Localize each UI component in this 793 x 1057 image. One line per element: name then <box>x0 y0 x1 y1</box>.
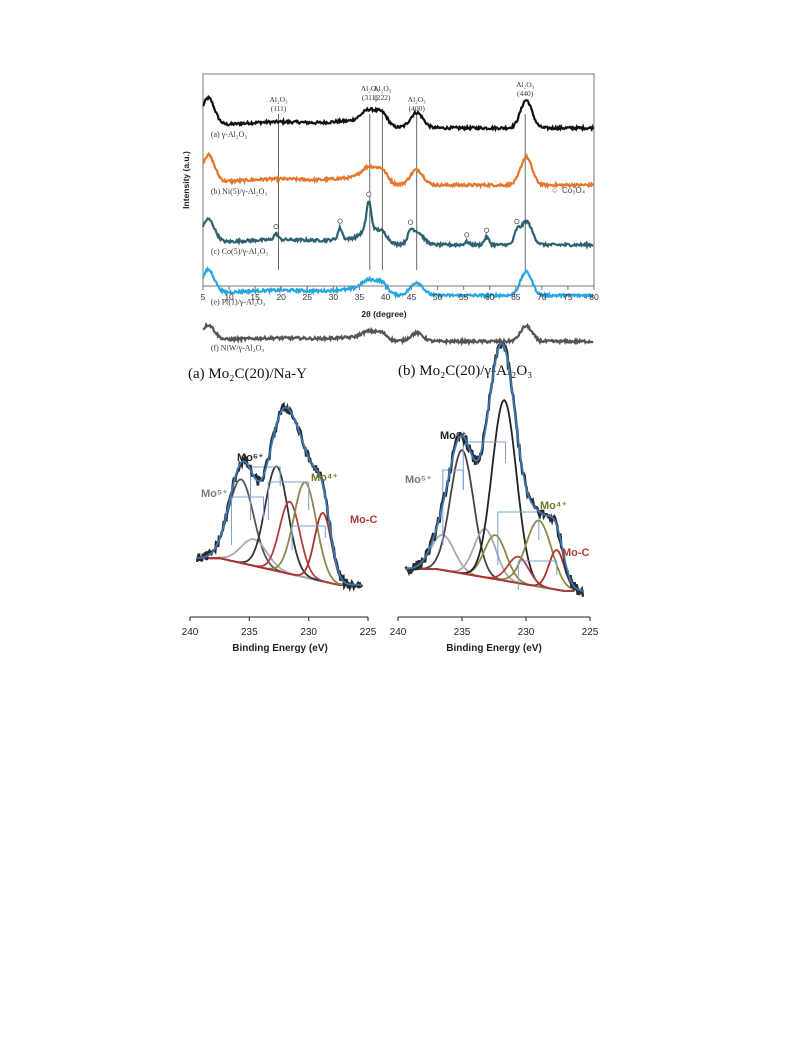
xrd-co3o4-markers <box>273 191 520 238</box>
xrd-x-axis-label: 2θ (degree) <box>361 309 406 319</box>
xrd-reference-lines <box>278 114 526 270</box>
xrd-series-label: (e) Pt(1)/γ-Al₂O₃ <box>211 297 266 306</box>
xrd-co3o4-marker <box>484 227 490 233</box>
xrd-x-tick-label: 10 <box>224 292 234 302</box>
xrd-co3o4-marker <box>366 191 372 197</box>
xps-a-x-axis-label: Binding Energy (eV) <box>232 643 328 654</box>
xps-label-mo: Mo⁵⁺ <box>405 474 432 486</box>
xps-x-tick-label: 240 <box>182 627 199 638</box>
xps-x-tick-label: 235 <box>241 627 258 638</box>
xps-a-component-labels: Mo⁶⁺ Mo⁵⁺ Mo⁴⁺ Mo-C <box>201 452 378 526</box>
xps-envelope-fit <box>197 406 363 586</box>
xrd-co3o4-marker <box>273 224 279 230</box>
xrd-x-tick-label: 30 <box>329 292 339 302</box>
xrd-x-tick-label: 75 <box>563 292 573 302</box>
xps-b-component-peaks <box>413 399 575 592</box>
xrd-x-tick-label: 55 <box>459 292 469 302</box>
xps-component-peak <box>204 538 354 586</box>
xps-label-mo-c: Mo-C <box>562 547 590 559</box>
xrd-x-tick-label: 65 <box>511 292 521 302</box>
xrd-reference-hkl: (311) <box>362 93 378 102</box>
xrd-series-label: (f) NiW/γ-Al₂O₃ <box>211 343 265 352</box>
xrd-x-tick-label: 40 <box>381 292 391 302</box>
xrd-x-tick-label: 25 <box>303 292 313 302</box>
xps-raw-data <box>404 342 585 597</box>
xrd-x-tick-label: 50 <box>433 292 443 302</box>
xps-a-component-peaks <box>204 465 354 586</box>
xps-x-tick-label: 230 <box>300 627 317 638</box>
xps-doublet-bracket <box>231 496 265 545</box>
xrd-series-label: (b) Ni(5)/γ-Al₂O₃ <box>211 187 268 196</box>
xrd-reference-hkl: (111) <box>271 104 287 113</box>
xps-x-tick-label: 230 <box>518 627 535 638</box>
xrd-y-axis-label: Intensity (a.u.) <box>181 151 191 209</box>
xps-b-x-axis-label: Binding Energy (eV) <box>446 643 542 654</box>
xps-a-x-ticks: 240 235 230 225 <box>182 617 377 638</box>
xrd-reference-labels: Al₂O₃(111)Al₂O₃(311)Al₂O₃(222) Al₂O₃(400)… <box>270 80 535 113</box>
xps-chart-a: (a) Mo₂C(20)/Na-Y Mo⁶⁺ Mo⁵⁺ Mo⁴⁺ Mo-C 240 23… <box>182 366 378 654</box>
xps-envelope-fit <box>405 342 584 592</box>
xrd-series-line-e-pt-1-al-o <box>201 265 595 300</box>
xps-label-mo: Mo⁶⁺ <box>237 452 264 464</box>
xrd-x-tick-label: 35 <box>355 292 365 302</box>
xrd-co3o4-marker <box>337 218 343 224</box>
xrd-series <box>201 94 595 347</box>
xrd-x-tick-label: 60 <box>485 292 495 302</box>
xps-b-x-ticks: 240 235 230 225 <box>390 617 599 638</box>
xrd-reference-hkl: (400) <box>409 104 426 113</box>
xrd-x-tick-label: 5 <box>201 292 206 302</box>
xrd-co3o4-marker <box>514 218 520 225</box>
xrd-series-line-a-al-o <box>202 94 595 133</box>
xps-x-tick-label: 240 <box>390 627 407 638</box>
xps-doublet-bracket <box>497 511 540 565</box>
xrd-reference-label: Al₂O₃ <box>270 95 289 104</box>
xrd-series-labels: (a) γ-Al₂O₃ (b) Ni(5)/γ-Al₂O₃ (c) Co(5)/γ-… <box>211 130 269 352</box>
xrd-marker-legend-label: Co₃O₄ <box>562 186 585 195</box>
xps-b-component-labels: Mo⁶⁺ Mo⁵⁺ Mo⁴⁺ Mo-C <box>405 430 590 559</box>
xps-doublet-bracket <box>267 481 310 520</box>
xrd-plot-frame <box>202 73 595 287</box>
xps-label-mo: Mo⁴⁺ <box>311 472 338 484</box>
xrd-reference-label: Al₂O₃ <box>408 95 427 104</box>
xrd-x-tick-label: 20 <box>276 292 286 302</box>
xrd-series-line-f-niw-al-o <box>202 321 594 347</box>
xrd-marker-legend-symbol: ○ <box>552 185 557 195</box>
xrd-reference-label: Al₂O₃ <box>361 84 380 93</box>
xrd-series-label: (c) Co(5)/γ-Al₂O₃ <box>211 247 269 256</box>
xrd-marker-legend: ○ Co₃O₄ <box>552 185 585 195</box>
xrd-x-tick-label: 80 <box>589 292 599 302</box>
xps-a-title: (a) Mo₂C(20)/Na-Y <box>188 366 307 382</box>
xrd-co3o4-marker <box>407 219 414 225</box>
xps-x-tick-label: 225 <box>582 627 599 638</box>
xrd-x-tick-label: 70 <box>537 292 547 302</box>
xrd-series-line-b-ni-5-al-o <box>202 151 595 190</box>
xrd-co3o4-marker <box>464 232 470 238</box>
xrd-series-label: (a) γ-Al₂O₃ <box>211 130 248 139</box>
xps-label-mo: Mo⁵⁺ <box>201 488 228 500</box>
xps-a-envelope <box>195 402 364 592</box>
xps-doublet-bracket <box>517 560 558 590</box>
xps-component-peak <box>413 549 575 589</box>
xps-chart-b: (b) Mo₂C(20)/γ-Al₂O₃ Mo⁶⁺ Mo⁵⁺ Mo⁴⁺ Mo-C 24… <box>390 342 599 654</box>
xrd-x-ticks: 5 10 15 20 25 30 35 40 45 50 55 60 65 70 75 80 <box>201 286 599 302</box>
xps-label-mo: Mo⁴⁺ <box>540 500 567 512</box>
xps-component-peak <box>204 511 354 586</box>
xps-label-mo: Mo⁶⁺ <box>440 430 467 442</box>
xps-doublet-bracket <box>291 525 326 550</box>
xrd-reference-label: Al₂O₃ <box>516 80 535 89</box>
xrd-x-tick-label: 45 <box>407 292 417 302</box>
xps-doublet-bracket <box>462 441 507 490</box>
xps-b-envelope <box>404 342 585 597</box>
xrd-series-line-c-co-5-al-o <box>201 200 594 250</box>
xps-x-tick-label: 235 <box>454 627 471 638</box>
xrd-reference-hkl: (440) <box>517 89 534 98</box>
xps-label-mo-c: Mo-C <box>350 514 378 526</box>
xrd-chart: Al₂O₃(111)Al₂O₃(311)Al₂O₃(222) Al₂O₃(400)… <box>181 73 599 352</box>
xrd-x-tick-label: 15 <box>250 292 260 302</box>
xrd-reference-label: Al₂O₃ <box>373 84 392 93</box>
xps-b-title: (b) Mo₂C(20)/γ-Al₂O₃ <box>398 363 532 379</box>
xps-x-tick-label: 225 <box>360 627 377 638</box>
xrd-reference-hkl: (222) <box>374 93 391 102</box>
